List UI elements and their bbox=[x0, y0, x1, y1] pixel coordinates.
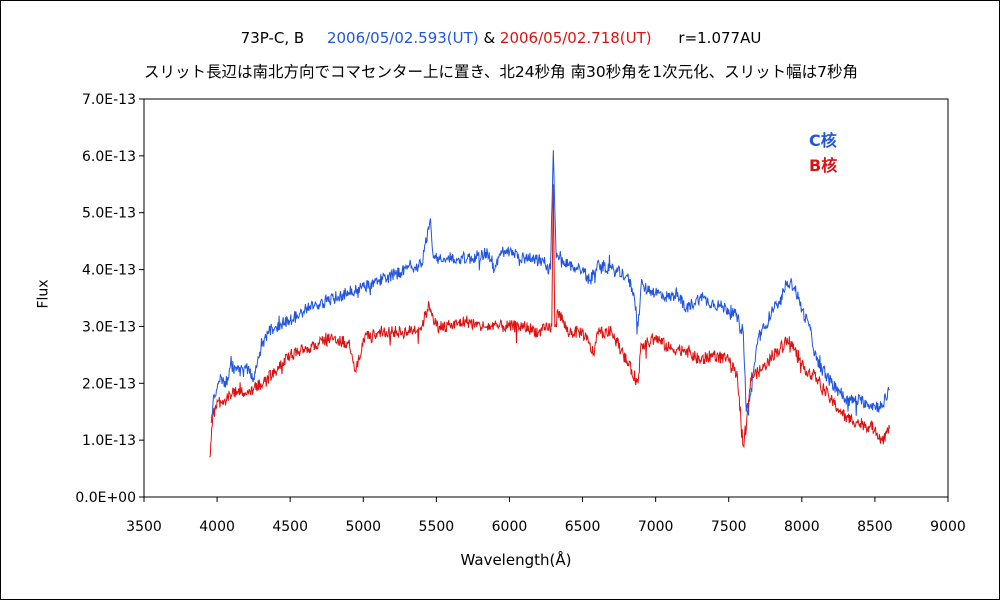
y-tick-label: 2.0E-13 bbox=[82, 376, 136, 392]
y-tick-label: 0.0E+00 bbox=[75, 490, 136, 506]
title-distance: r=1.077AU bbox=[678, 29, 762, 47]
x-axis-label: Wavelength(Å) bbox=[461, 550, 572, 569]
plot-border bbox=[143, 98, 949, 498]
y-tick-label: 4.0E-13 bbox=[82, 263, 136, 279]
title-amp: & bbox=[483, 29, 496, 47]
y-tick-label: 5.0E-13 bbox=[82, 206, 136, 222]
x-tick-label: 7500 bbox=[711, 519, 747, 535]
legend-c-nucleus: C核 bbox=[809, 131, 837, 150]
x-tick-label: 3500 bbox=[126, 519, 162, 535]
x-tick-label: 5000 bbox=[345, 519, 381, 535]
x-tick-label: 9000 bbox=[930, 519, 966, 535]
x-tick-label: 6500 bbox=[565, 519, 601, 535]
x-tick-label: 7000 bbox=[638, 519, 674, 535]
x-tick-label: 8500 bbox=[857, 519, 893, 535]
y-tick-label: 7.0E-13 bbox=[82, 92, 136, 108]
chart-title: 73P-C, B 2006/05/02.593(UT) & 2006/05/02… bbox=[1, 29, 999, 47]
y-axis-label: Flux bbox=[35, 279, 52, 309]
title-date-b: 2006/05/02.718(UT) bbox=[499, 29, 652, 47]
y-tick-label: 1.0E-13 bbox=[82, 433, 136, 449]
y-tick-label: 6.0E-13 bbox=[82, 149, 136, 165]
x-tick-label: 6000 bbox=[492, 519, 528, 535]
title-date-c: 2006/05/02.593(UT) bbox=[326, 29, 479, 47]
x-tick-label: 8000 bbox=[784, 519, 820, 535]
title-object: 73P-C, B bbox=[240, 29, 305, 47]
x-tick-label: 4000 bbox=[199, 519, 235, 535]
series-line-c bbox=[210, 150, 890, 424]
y-tick-label: 3.0E-13 bbox=[82, 319, 136, 335]
x-tick-label: 4500 bbox=[272, 519, 308, 535]
chart-subtitle: スリット長辺は南北方向でコマセンター上に置き、北24秒角 南30秒角を1次元化、… bbox=[143, 63, 858, 81]
series-line-b bbox=[209, 184, 890, 458]
legend-b-nucleus: B核 bbox=[809, 156, 838, 175]
x-tick-label: 5500 bbox=[419, 519, 455, 535]
